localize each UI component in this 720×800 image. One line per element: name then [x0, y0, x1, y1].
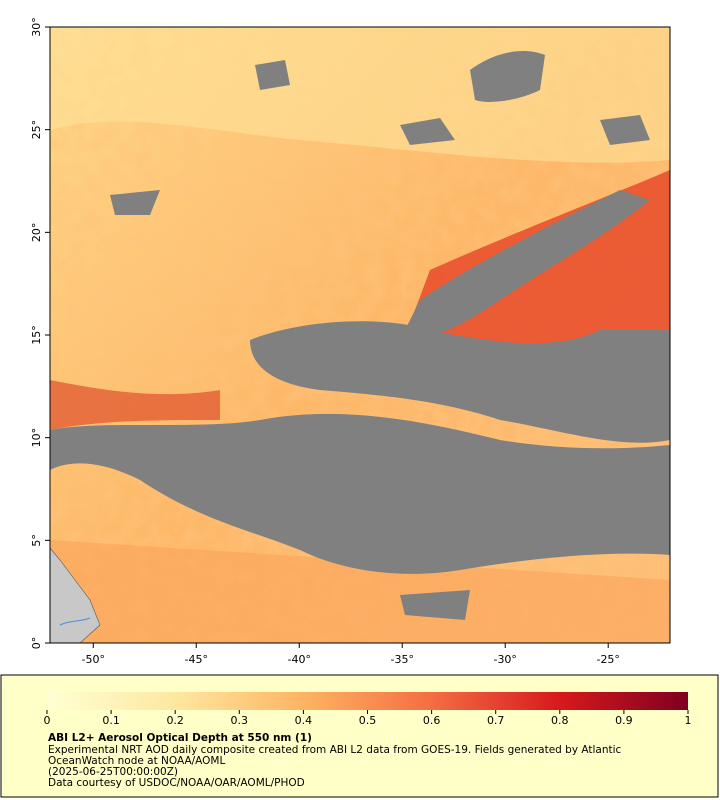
colorbar-tick-label: 0.3 — [231, 714, 249, 727]
colorbar-tick-label: 0.6 — [423, 714, 441, 727]
x-tick-label: -25° — [596, 653, 619, 666]
y-tick-label: 15° — [30, 325, 43, 345]
map-image — [50, 27, 670, 643]
y-tick-label: 20° — [30, 223, 43, 243]
colorbar — [47, 692, 688, 710]
colorbar-tick-label: 0.7 — [487, 714, 505, 727]
colorbar-tick-label: 0.5 — [359, 714, 377, 727]
y-tick-label: 30° — [30, 17, 43, 37]
y-tick-label: 5° — [30, 534, 43, 547]
caption-line: Data courtesy of USDOC/NOAA/OAR/AOML/PHO… — [48, 777, 305, 789]
colorbar-tick-label: 0.4 — [295, 714, 313, 727]
colorbar-tick-label: 1 — [685, 714, 692, 727]
x-tick-label: -45° — [185, 653, 208, 666]
colorbar-tick-label: 0.1 — [102, 714, 120, 727]
colorbar-tick-label: 0.2 — [166, 714, 184, 727]
caption-title: ABI L2+ Aerosol Optical Depth at 550 nm … — [48, 732, 312, 744]
caption-line: Experimental NRT AOD daily composite cre… — [48, 744, 622, 756]
colorbar-tick-label: 0.9 — [615, 714, 633, 727]
colorbar-tick-label: 0 — [44, 714, 51, 727]
x-tick-label: -35° — [390, 653, 413, 666]
colorbar-tick-label: 0.8 — [551, 714, 569, 727]
caption-line: (2025-06-25T00:00:00Z) — [48, 766, 178, 778]
x-tick-label: -50° — [82, 653, 105, 666]
y-tick-label: 0° — [30, 637, 43, 650]
x-tick-label: -30° — [493, 653, 516, 666]
y-tick-label: 10° — [30, 428, 43, 448]
x-tick-label: -40° — [288, 653, 311, 666]
caption-line: OceanWatch node at NOAA/AOML — [48, 755, 225, 767]
y-tick-label: 25° — [30, 120, 43, 140]
